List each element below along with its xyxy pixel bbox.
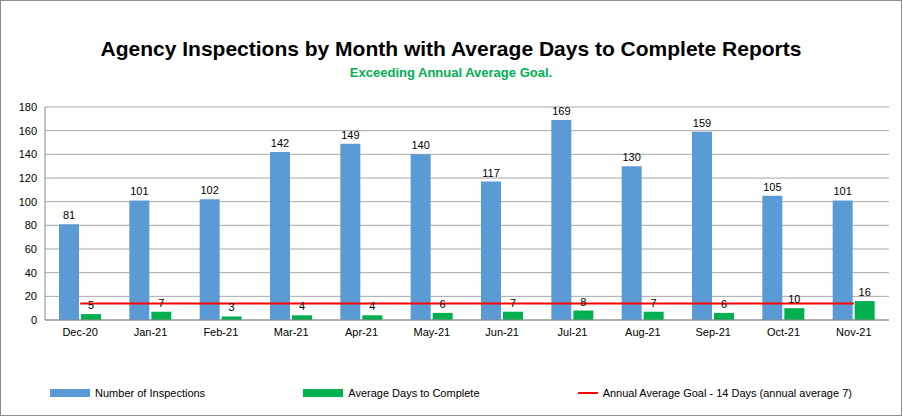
svg-text:Nov-21: Nov-21 (836, 326, 871, 338)
svg-text:60: 60 (25, 243, 37, 255)
svg-text:40: 40 (25, 267, 37, 279)
svg-text:Feb-21: Feb-21 (203, 326, 238, 338)
svg-text:16: 16 (859, 286, 871, 298)
svg-text:Sep-21: Sep-21 (695, 326, 730, 338)
svg-text:Jul-21: Jul-21 (558, 326, 588, 338)
svg-text:169: 169 (552, 105, 570, 117)
svg-text:7: 7 (158, 297, 164, 309)
svg-text:Jan-21: Jan-21 (134, 326, 168, 338)
svg-text:5: 5 (88, 299, 94, 311)
svg-text:7: 7 (651, 297, 657, 309)
svg-text:105: 105 (763, 181, 781, 193)
svg-text:May-21: May-21 (413, 326, 450, 338)
html-text:Exceeding Annual Average Goal.: Exceeding Annual Average Goal. (349, 65, 553, 80)
svg-text:Aug-21: Aug-21 (625, 326, 660, 338)
svg-text:7: 7 (510, 297, 516, 309)
html-text:Agency Inspections by Month wi: Agency Inspections by Month with Average… (100, 37, 802, 60)
svg-text:10: 10 (788, 293, 800, 305)
svg-text:140: 140 (411, 139, 429, 151)
svg-text:101: 101 (130, 185, 148, 197)
svg-text:160: 160 (19, 125, 37, 137)
svg-text:117: 117 (482, 167, 500, 179)
svg-text:4: 4 (369, 300, 375, 312)
svg-text:130: 130 (622, 151, 640, 163)
svg-text:8: 8 (580, 296, 586, 308)
html-text:Number of Inspections: Number of Inspections (95, 387, 206, 399)
svg-text:Dec-20: Dec-20 (62, 326, 97, 338)
svg-text:142: 142 (271, 137, 289, 149)
svg-text:0: 0 (31, 314, 37, 326)
svg-text:140: 140 (19, 148, 37, 160)
svg-text:180: 180 (19, 101, 37, 113)
html-text:Average Days to Complete: Average Days to Complete (348, 387, 480, 399)
svg-text:120: 120 (19, 172, 37, 184)
svg-text:81: 81 (63, 209, 75, 221)
svg-text:Oct-21: Oct-21 (767, 326, 800, 338)
svg-text:149: 149 (341, 129, 359, 141)
svg-text:101: 101 (833, 185, 851, 197)
html-text:Annual Average Goal - 14 Days: Annual Average Goal - 14 Days (annual av… (602, 387, 852, 399)
svg-text:Mar-21: Mar-21 (274, 326, 309, 338)
svg-text:4: 4 (299, 300, 305, 312)
svg-text:6: 6 (721, 298, 727, 310)
svg-text:80: 80 (25, 219, 37, 231)
svg-text:3: 3 (229, 301, 235, 313)
svg-text:159: 159 (693, 117, 711, 129)
svg-text:Apr-21: Apr-21 (345, 326, 378, 338)
svg-text:20: 20 (25, 290, 37, 302)
svg-text:102: 102 (200, 184, 218, 196)
svg-text:Jun-21: Jun-21 (485, 326, 519, 338)
svg-text:100: 100 (19, 196, 37, 208)
svg-text:6: 6 (440, 298, 446, 310)
